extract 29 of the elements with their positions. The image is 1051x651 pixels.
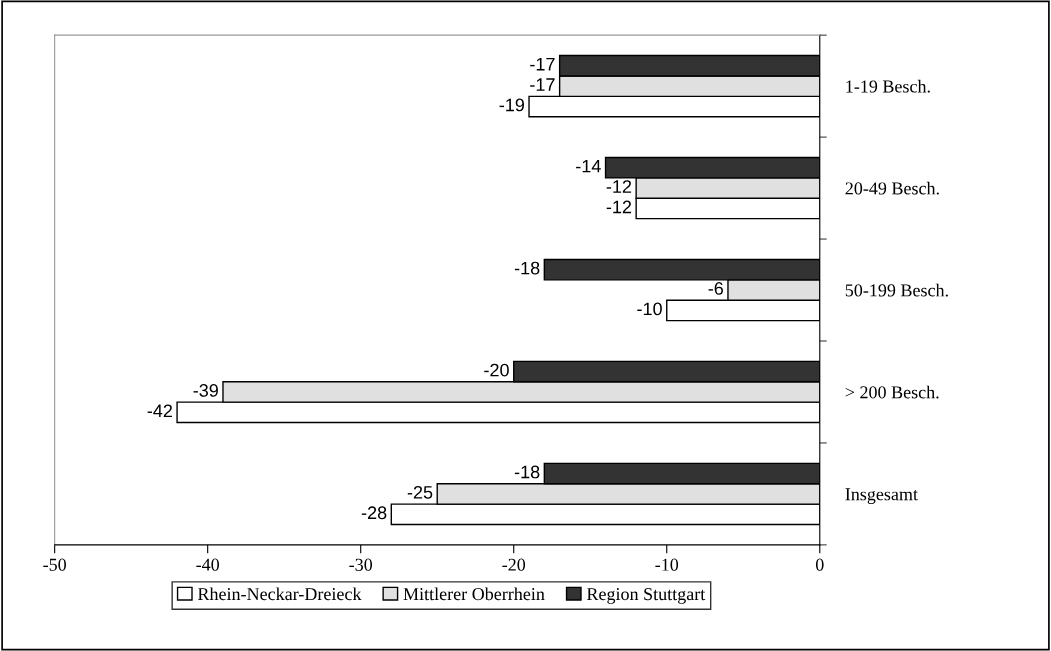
x-tick-label: -20 [502, 558, 526, 571]
y-tick-label: 50-199 Besch. [845, 283, 948, 297]
data-label: -18 [514, 261, 540, 275]
y-tick-label: > 200 Besch. [845, 385, 939, 399]
x-tick-label: -10 [655, 558, 679, 571]
data-label: -10 [637, 302, 662, 316]
y-tick-label: 1-19 Besch. [846, 79, 930, 93]
data-label: -12 [606, 180, 632, 193]
legend-label: Mittlerer Oberrhein [403, 587, 545, 601]
data-label: -28 [361, 506, 387, 520]
data-label: -6 [708, 282, 724, 295]
data-label: -17 [530, 78, 555, 91]
x-tick-label: 0 [815, 558, 824, 571]
data-label: -39 [193, 384, 218, 397]
y-tick-label: 20-49 Besch. [845, 181, 939, 195]
x-tick-label: -40 [196, 558, 220, 571]
data-label: -19 [499, 98, 525, 112]
data-label: -12 [606, 200, 632, 214]
data-label: -18 [514, 465, 540, 479]
x-tick-label: -30 [349, 558, 373, 571]
data-label: -20 [484, 363, 509, 377]
data-label: -17 [530, 57, 555, 71]
legend-label: Region Stuttgart [586, 588, 706, 604]
data-label: -14 [576, 159, 601, 173]
data-label: -42 [147, 404, 172, 418]
legend-label: Rhein-Neckar-Dreieck [197, 587, 362, 601]
x-tick-label: -50 [43, 558, 66, 571]
data-label: -25 [407, 485, 433, 499]
y-tick-label: Insgesamt [845, 488, 918, 505]
